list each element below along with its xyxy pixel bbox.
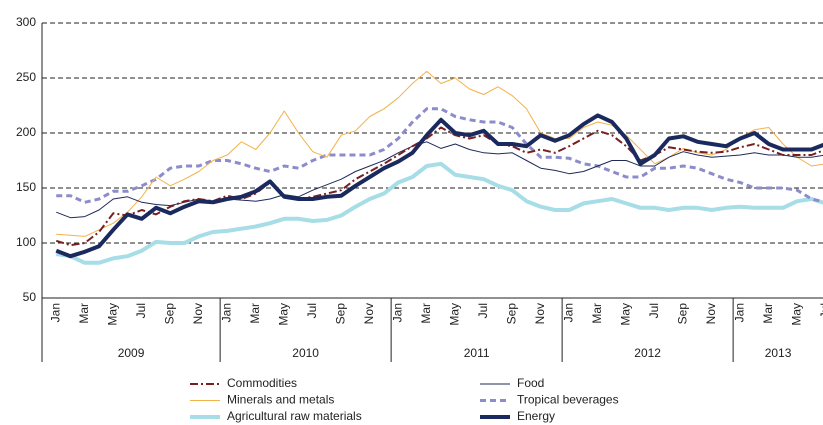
- series-line: [56, 70, 823, 237]
- series-line: [55, 126, 823, 247]
- x-tick-label: Mar: [590, 303, 604, 324]
- x-tick-label: Jul: [818, 303, 823, 318]
- x-tick-label: Jul: [305, 303, 319, 318]
- x-tick-label: Jul: [134, 303, 148, 318]
- x-tick-label: Mar: [77, 303, 91, 324]
- legend-label: Food: [517, 376, 544, 390]
- year-label: 2013: [765, 346, 792, 360]
- series-line: [55, 113, 823, 259]
- x-tick-label: Jan: [390, 303, 404, 322]
- x-tick-label: Mar: [761, 303, 775, 324]
- x-tick-label: Sep: [675, 303, 689, 325]
- legend-label: Agricultural raw materials: [227, 409, 362, 423]
- x-tick-label: Sep: [504, 303, 518, 325]
- y-tick-label: 150: [16, 180, 36, 194]
- x-tick-label: Jan: [732, 303, 746, 322]
- x-tick-label: Jul: [647, 303, 661, 318]
- x-tick-label: Jan: [219, 303, 233, 322]
- year-label: 2010: [292, 346, 319, 360]
- year-label: 2009: [118, 346, 145, 360]
- x-tick-label: May: [447, 303, 461, 326]
- y-tick-label: 100: [16, 235, 36, 249]
- x-tick-label: Jul: [476, 303, 490, 318]
- x-tick-label: May: [276, 303, 290, 326]
- x-tick-label: Mar: [419, 303, 433, 324]
- x-tick-label: Nov: [533, 303, 547, 324]
- legend-label: Commodities: [227, 376, 297, 390]
- x-tick-label: Nov: [191, 303, 205, 324]
- year-label: 2012: [634, 346, 661, 360]
- y-tick-label: 250: [16, 70, 36, 84]
- y-tick-label: 300: [16, 15, 36, 29]
- x-tick-label: May: [618, 303, 632, 326]
- x-tick-label: Jan: [48, 303, 62, 322]
- x-tick-label: May: [105, 303, 119, 326]
- year-label: 2011: [464, 346, 490, 360]
- x-tick-label: Sep: [333, 303, 347, 325]
- series-line: [55, 161, 823, 265]
- x-tick-label: May: [789, 303, 803, 326]
- y-tick-label: 50: [23, 290, 37, 304]
- legend-label: Tropical beverages: [517, 393, 619, 407]
- x-tick-label: Jan: [561, 303, 575, 322]
- y-tick-label: 200: [16, 125, 36, 139]
- x-tick-label: Nov: [362, 303, 376, 324]
- series-line: [56, 141, 823, 219]
- x-tick-label: Mar: [248, 303, 262, 324]
- x-tick-label: Sep: [162, 303, 176, 325]
- legend-label: Energy: [517, 409, 555, 423]
- legend-label: Minerals and metals: [227, 393, 334, 407]
- x-tick-label: Nov: [704, 303, 718, 324]
